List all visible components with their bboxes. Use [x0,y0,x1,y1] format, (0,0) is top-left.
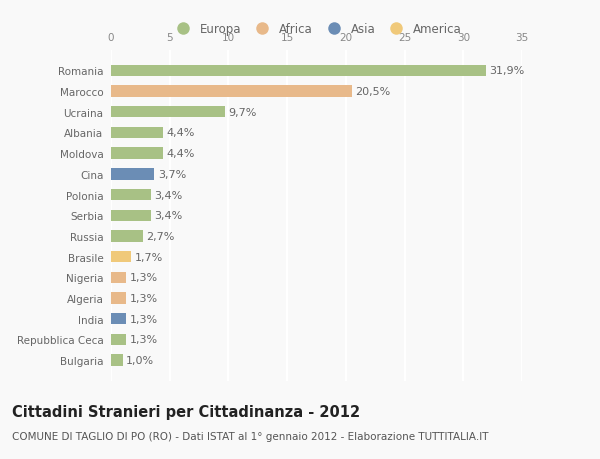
Text: 2,7%: 2,7% [146,231,175,241]
Text: 31,9%: 31,9% [489,66,524,76]
Text: Cittadini Stranieri per Cittadinanza - 2012: Cittadini Stranieri per Cittadinanza - 2… [12,404,360,419]
Text: 1,3%: 1,3% [130,273,158,283]
Bar [111,128,163,139]
Bar [111,148,163,159]
Bar [111,107,225,118]
Text: 1,3%: 1,3% [130,314,158,324]
Text: 3,4%: 3,4% [154,190,182,200]
Bar [111,272,126,283]
Bar [111,210,151,221]
Text: 1,3%: 1,3% [130,293,158,303]
Legend: Europa, Africa, Asia, America: Europa, Africa, Asia, America [169,20,464,38]
Bar [111,169,154,180]
Text: COMUNE DI TAGLIO DI PO (RO) - Dati ISTAT al 1° gennaio 2012 - Elaborazione TUTTI: COMUNE DI TAGLIO DI PO (RO) - Dati ISTAT… [12,431,488,442]
Bar [111,355,123,366]
Bar [111,231,143,242]
Text: 4,4%: 4,4% [166,149,194,159]
Bar [111,334,126,345]
Text: 3,4%: 3,4% [154,211,182,221]
Bar [111,252,131,263]
Bar [111,190,151,201]
Bar [111,86,352,97]
Bar [111,66,485,77]
Text: 4,4%: 4,4% [166,128,194,138]
Text: 3,7%: 3,7% [158,169,186,179]
Text: 9,7%: 9,7% [229,107,257,118]
Bar [111,293,126,304]
Text: 1,3%: 1,3% [130,335,158,345]
Text: 1,0%: 1,0% [126,355,154,365]
Text: 20,5%: 20,5% [355,87,391,97]
Text: 1,7%: 1,7% [134,252,163,262]
Bar [111,313,126,325]
